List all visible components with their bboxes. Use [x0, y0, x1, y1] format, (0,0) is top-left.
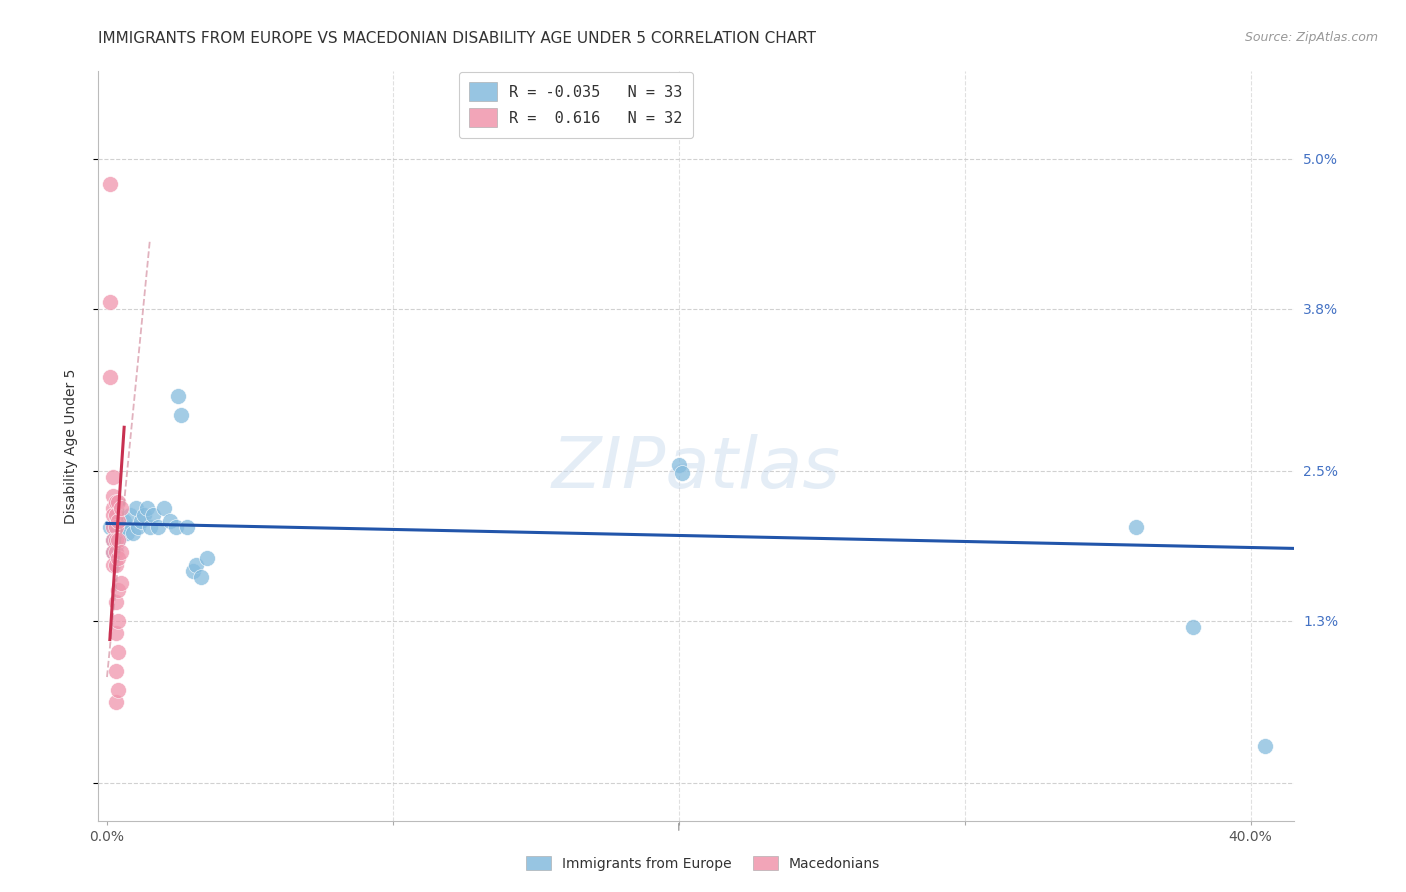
Point [195, 551, 218, 566]
Point [107, 682, 129, 697]
Point [104, 664, 127, 678]
Point [104, 626, 127, 640]
Point [110, 501, 132, 516]
Point [101, 533, 124, 547]
Point [142, 508, 165, 522]
Point [104, 545, 127, 559]
Point [101, 545, 124, 559]
Point [165, 520, 187, 534]
Point [98, 295, 121, 310]
Text: Source: ZipAtlas.com: Source: ZipAtlas.com [1244, 31, 1378, 45]
Legend: R = -0.035   N = 33, R =  0.616   N = 32: R = -0.035 N = 33, R = 0.616 N = 32 [458, 71, 693, 137]
Point [110, 576, 132, 591]
Point [101, 470, 124, 484]
Legend: Immigrants from Europe, Macedonians: Immigrants from Europe, Macedonians [520, 850, 886, 876]
Point [101, 558, 124, 572]
Y-axis label: Disability Age Under 5: Disability Age Under 5 [63, 368, 77, 524]
Point [107, 514, 129, 528]
Point [671, 467, 693, 481]
Point [124, 501, 146, 516]
Point [107, 533, 129, 547]
Point [104, 695, 127, 709]
Point [104, 533, 127, 547]
Point [104, 558, 127, 572]
Point [110, 520, 132, 534]
Point [107, 551, 129, 566]
Point [153, 501, 176, 516]
Point [148, 520, 170, 534]
Point [1125, 520, 1147, 534]
Point [112, 514, 135, 528]
Point [184, 558, 207, 572]
Point [104, 495, 127, 509]
Point [190, 570, 212, 584]
Point [134, 508, 156, 522]
Point [127, 520, 149, 534]
Point [159, 514, 181, 528]
Point [110, 545, 132, 559]
Point [104, 520, 127, 534]
Point [101, 489, 124, 503]
Point [104, 526, 127, 541]
Point [107, 533, 129, 547]
Point [98, 177, 121, 191]
Point [107, 495, 129, 509]
Point [131, 514, 153, 528]
Point [668, 458, 690, 472]
Point [104, 539, 127, 553]
Point [107, 514, 129, 528]
Text: IMMIGRANTS FROM EUROPE VS MACEDONIAN DISABILITY AGE UNDER 5 CORRELATION CHART: IMMIGRANTS FROM EUROPE VS MACEDONIAN DIS… [98, 31, 817, 46]
Point [101, 545, 124, 559]
Text: ZIPatlas: ZIPatlas [551, 434, 841, 503]
Point [101, 533, 124, 547]
Point [107, 614, 129, 628]
Point [101, 520, 124, 534]
Point [98, 370, 121, 384]
Point [107, 645, 129, 659]
Point [98, 520, 121, 534]
Point [181, 564, 204, 578]
Point [118, 508, 141, 522]
Point [121, 526, 143, 541]
Point [101, 501, 124, 516]
Point [115, 526, 138, 541]
Point [170, 408, 193, 422]
Point [104, 595, 127, 609]
Point [139, 520, 162, 534]
Point [1182, 620, 1205, 634]
Point [104, 508, 127, 522]
Point [167, 389, 190, 403]
Point [176, 520, 198, 534]
Point [101, 508, 124, 522]
Point [1254, 739, 1277, 753]
Point [107, 582, 129, 597]
Point [136, 501, 159, 516]
